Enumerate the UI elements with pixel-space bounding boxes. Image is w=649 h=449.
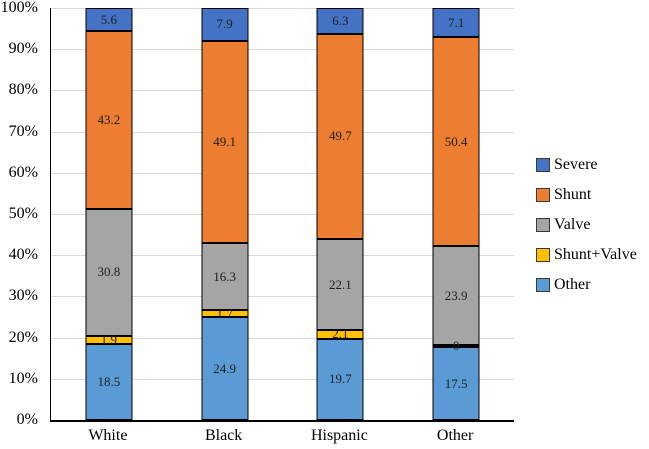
- bar-segment-severe: 6.3: [316, 8, 364, 34]
- legend-swatch: [536, 277, 550, 292]
- y-axis-label: 50%: [8, 205, 38, 222]
- legend-item-valve: Valve: [536, 215, 637, 234]
- y-axis-label: 30%: [8, 287, 38, 305]
- bar-white: 5.6 43.2 30.8 1.9 18.5: [85, 8, 133, 420]
- bar-segment-other: 24.9: [201, 317, 249, 420]
- legend-swatch: [536, 157, 550, 172]
- bar-segment-label: 1.7: [216, 305, 233, 321]
- bar-segment-label: 1.9: [100, 331, 117, 347]
- gridline: [51, 49, 514, 51]
- bar-other: 7.1 50.4 23.9 0 17.5: [432, 8, 480, 420]
- bar-segment-label: 18.5: [97, 373, 121, 389]
- bar-segment-valve: 30.8: [85, 209, 133, 336]
- bar-segment-label: 23.9: [444, 287, 468, 303]
- bar-segment-shunt-valve: 0: [432, 339, 480, 353]
- gridline: [51, 131, 514, 133]
- bar-segment-label: 17.5: [444, 375, 468, 391]
- bar-segment-label: 50.4: [444, 133, 468, 149]
- legend-label: Shunt+Valve: [554, 246, 637, 263]
- bar-segment-label: 0: [452, 338, 460, 354]
- gridline: [51, 214, 514, 215]
- gridline: [51, 90, 514, 92]
- bar-segment-severe: 7.1: [432, 8, 480, 38]
- y-axis-label: 0%: [16, 411, 38, 428]
- y-axis-label: 40%: [8, 246, 38, 264]
- y-axis-label: 70%: [8, 122, 38, 140]
- bar-segment-valve: 22.1: [316, 238, 364, 331]
- bar-segment-label: 7.9: [216, 16, 233, 32]
- bar-segment-label: 5.6: [100, 11, 117, 27]
- category-label: White: [88, 427, 128, 444]
- legend-swatch: [536, 217, 550, 232]
- bar-black: 7.9 49.1 16.3 1.7 24.9: [201, 8, 249, 420]
- y-axis-label: 90%: [8, 40, 38, 58]
- category-label: Hispanic: [310, 427, 368, 444]
- bar-segment-shunt: 49.1: [201, 40, 249, 244]
- bar-segment-label: 49.1: [213, 133, 236, 149]
- bar-segment-label: 30.8: [97, 264, 121, 280]
- bar-segment-label: 22.1: [329, 276, 352, 292]
- bar-segment-shunt-valve: 1.7: [201, 306, 249, 320]
- category-label: Black: [204, 427, 243, 444]
- bar-segment-label: 43.2: [97, 112, 121, 128]
- category-label: Other: [436, 427, 474, 444]
- legend-swatch: [536, 247, 550, 262]
- bar-segment-valve: 16.3: [201, 243, 249, 311]
- gridline: [51, 296, 514, 298]
- bar-segment-shunt-valve: 2.1: [316, 326, 364, 342]
- legend: Severe Shunt Valve Shunt+Valve Other: [536, 155, 637, 294]
- legend-label: Other: [554, 276, 591, 293]
- bar-hispanic: 6.3 49.7 22.1 2.1 19.7: [316, 8, 364, 420]
- legend-swatch: [536, 187, 550, 202]
- y-axis-label: 100%: [0, 0, 38, 16]
- bar-segment-shunt-valve: 1.9: [85, 331, 133, 347]
- bar-segment-shunt: 49.7: [316, 33, 364, 239]
- bar-segment-shunt: 50.4: [432, 37, 480, 247]
- bar-segment-other: 19.7: [316, 338, 364, 420]
- legend-item-shunt: Shunt: [536, 185, 637, 204]
- bar-segment-shunt: 43.2: [85, 31, 133, 210]
- x-axis: White Black Hispanic Other: [50, 427, 513, 445]
- bar-segment-other: 18.5: [85, 343, 133, 420]
- bar-segment-valve: 23.9: [432, 246, 480, 346]
- legend-label: Severe: [554, 156, 598, 173]
- bar-segment-label: 16.3: [213, 268, 236, 284]
- y-axis-label: 80%: [8, 81, 38, 99]
- bar-segment-label: 7.1: [448, 14, 465, 30]
- bar-segment-label: 6.3: [332, 12, 349, 28]
- gridline: [51, 8, 514, 9]
- bar-segment-label: 24.9: [213, 360, 236, 376]
- y-axis-label: 60%: [8, 163, 38, 181]
- bar-segment-label: 49.7: [329, 128, 352, 144]
- gridline: [51, 255, 514, 257]
- bar-segment-severe: 5.6: [85, 8, 133, 32]
- bar-segment-severe: 7.9: [201, 8, 249, 41]
- legend-item-other: Other: [536, 275, 637, 294]
- legend-item-severe: Severe: [536, 155, 637, 174]
- bar-segment-label: 2.1: [332, 326, 349, 342]
- bar-segment-other: 17.5: [432, 347, 480, 420]
- y-axis-label: 10%: [8, 369, 38, 387]
- legend-label: Shunt: [554, 186, 592, 203]
- bar-segment-label: 19.7: [329, 371, 352, 387]
- gridline: [51, 378, 514, 380]
- legend-label: Valve: [554, 216, 591, 233]
- legend-item-shunt-valve: Shunt+Valve: [536, 245, 637, 264]
- gridline: [51, 337, 514, 339]
- gridline: [51, 172, 514, 174]
- plot-area: 5.6 43.2 30.8 1.9 18.5 7.9 49.1 16.3 1.7 24.9 6.3 4…: [50, 8, 514, 422]
- y-axis-label: 20%: [8, 328, 38, 346]
- y-axis: 100% 90% 80% 70% 60% 50% 40% 30% 20% 10% 0%: [0, 0, 38, 428]
